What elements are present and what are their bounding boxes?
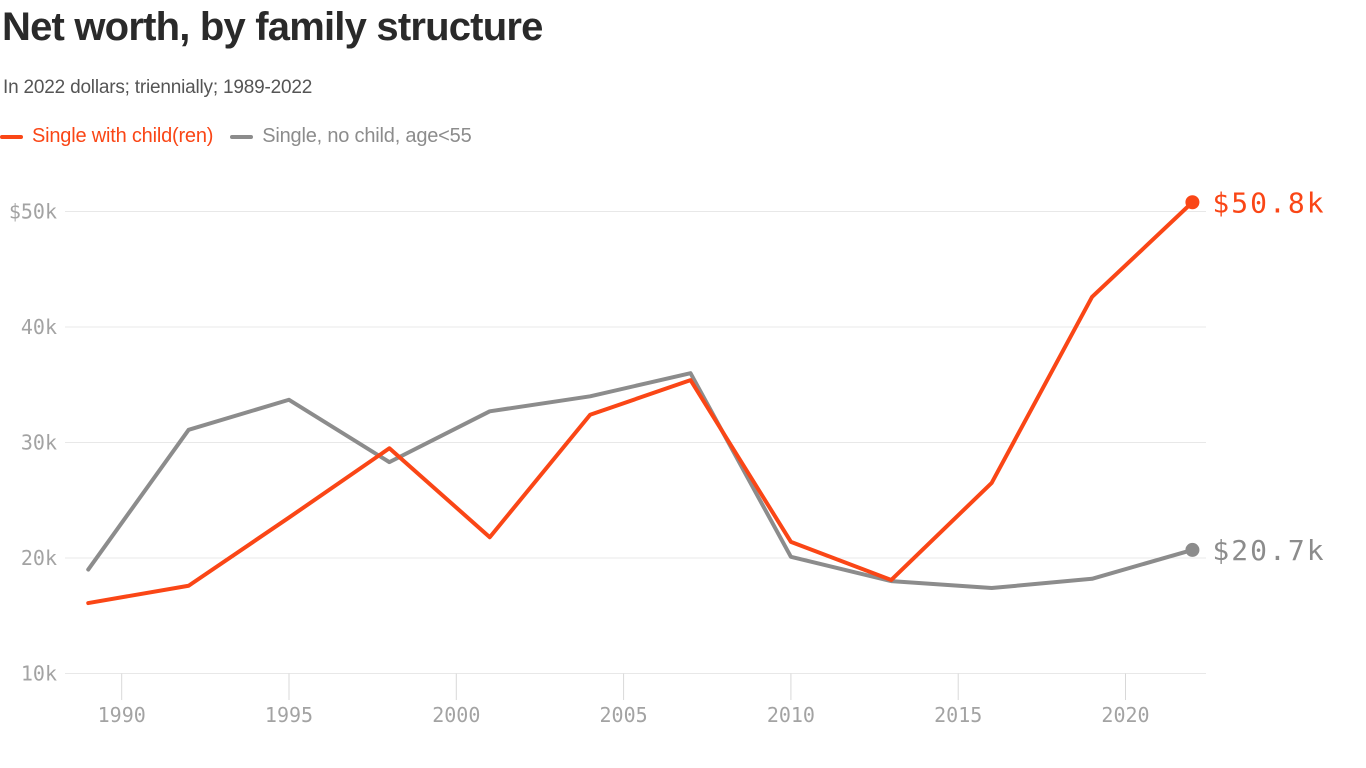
legend-label: Single, no child, age<55 bbox=[262, 125, 472, 147]
chart-subtitle: In 2022 dollars; triennially; 1989-2022 bbox=[3, 77, 313, 98]
y-axis-label-10k: 10k bbox=[21, 662, 57, 686]
legend-item-single-no-child: Single, no child, age<55 bbox=[230, 125, 472, 148]
y-axis-label-20k: 20k bbox=[21, 546, 57, 570]
series-line-single-with-child-ren bbox=[86, 200, 1195, 606]
x-axis-label-2000: 2000 bbox=[432, 703, 480, 727]
x-axis-label-1995: 1995 bbox=[265, 703, 313, 727]
end-dot-single-with-child-ren bbox=[1185, 195, 1200, 210]
end-value-label-single-with-child-ren: $50.8k bbox=[1212, 186, 1325, 219]
legend-swatch-gray-icon bbox=[230, 134, 254, 139]
legend-swatch-orange-icon bbox=[0, 134, 23, 139]
x-axis-label-1990: 1990 bbox=[98, 703, 146, 727]
x-axis-label-2020: 2020 bbox=[1101, 703, 1149, 727]
x-axis-label-2005: 2005 bbox=[600, 703, 648, 727]
y-axis-label-40k: 40k bbox=[21, 315, 57, 339]
legend-item-single-with-children: Single with child(ren) bbox=[0, 125, 213, 148]
y-axis-label-30k: 30k bbox=[21, 431, 57, 455]
end-dot-single-no-child-age-55 bbox=[1185, 542, 1200, 557]
x-axis-label-2015: 2015 bbox=[934, 703, 982, 727]
x-axis-label-2010: 2010 bbox=[767, 703, 815, 727]
end-value-label-single-no-child-age-55: $20.7k bbox=[1212, 534, 1325, 567]
legend-label: Single with child(ren) bbox=[32, 125, 214, 147]
y-axis-label-50k: $50k bbox=[9, 200, 57, 224]
series-line-single-no-child-age-55 bbox=[86, 371, 1195, 591]
page-title: Net worth, by family structure bbox=[2, 5, 543, 49]
legend: Single with child(ren) Single, no child,… bbox=[0, 125, 472, 148]
